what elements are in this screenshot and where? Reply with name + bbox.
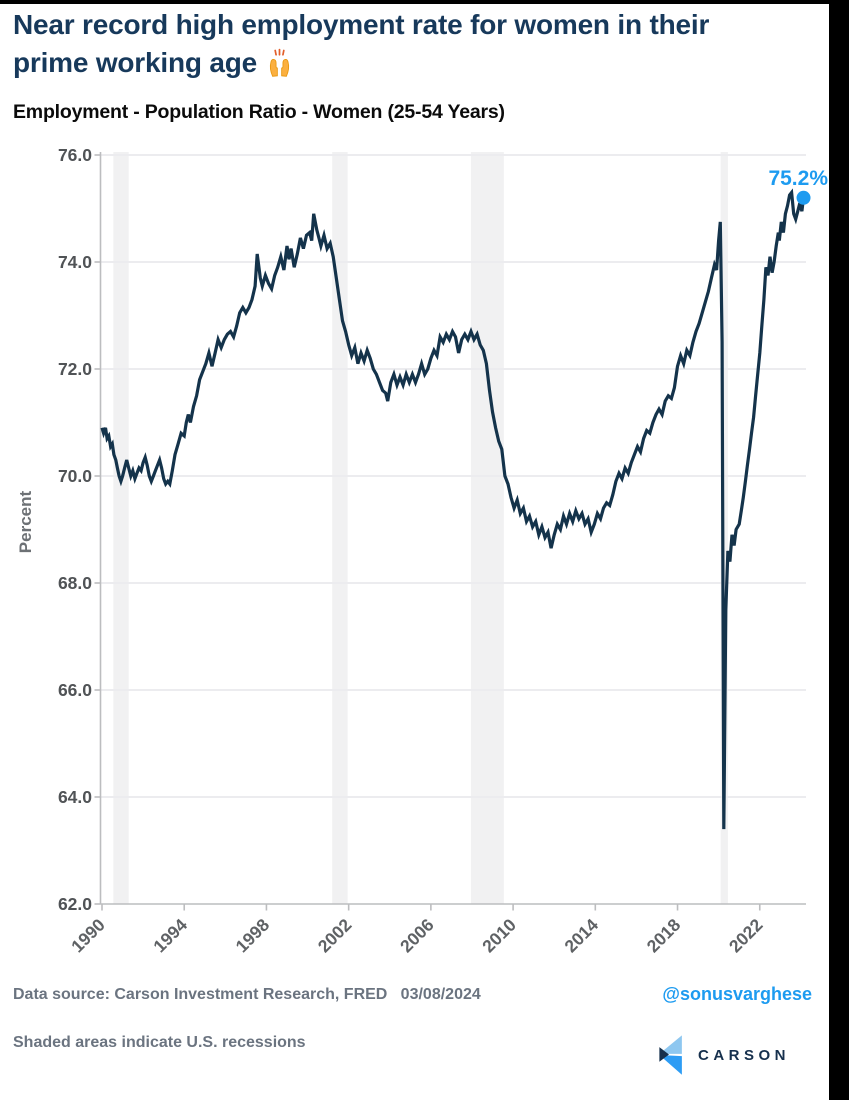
gridlines (100, 154, 806, 798)
recession-note: Shaded areas indicate U.S. recessions (13, 1034, 306, 1051)
x-axis-tick-label: 1998 (232, 915, 274, 957)
x-axis-tick-label: 1990 (67, 915, 109, 957)
x-axis-tick-label: 2018 (643, 915, 685, 957)
carson-logo-text: CARSON (698, 1046, 791, 1064)
x-axis-tick-label: 1994 (149, 915, 191, 957)
x-axis-tick-label: 2010 (478, 915, 520, 957)
y-axis-tick-label: 66.0 (58, 680, 92, 700)
page-title-line2: prime working age (13, 44, 818, 88)
axes (94, 152, 806, 911)
carson-chevron-icon (656, 1034, 683, 1076)
chart-title: Employment - Population Ratio - Women (2… (13, 101, 505, 123)
series-line (100, 188, 806, 830)
x-axis-tick-label: 2002 (314, 915, 356, 957)
y-axis-tick-label: 68.0 (58, 573, 92, 593)
y-axis-tick-label: 74.0 (58, 252, 92, 272)
y-axis-tick-label: 62.0 (58, 894, 92, 914)
latest-value-label: 75.2% (768, 167, 828, 190)
page-title-line1: Near record high employment rate for wom… (13, 9, 710, 40)
y-axis-tick-label: 64.0 (58, 787, 92, 807)
recession-band (113, 152, 129, 904)
series-path (100, 188, 806, 830)
data-source-note: Data source: Carson Investment Research,… (13, 986, 481, 1003)
x-axis-tick-label: 2006 (396, 915, 438, 957)
right-border (829, 0, 849, 1100)
recession-band (470, 152, 504, 904)
y-axis-tick-label: 70.0 (58, 466, 92, 486)
carson-logo: CARSON (656, 1034, 790, 1076)
raising-hands-emoji (264, 47, 295, 88)
top-border (0, 0, 849, 4)
recession-band (332, 152, 348, 904)
recession-bands (113, 152, 728, 904)
y-axis-tick-label: 72.0 (58, 359, 92, 379)
x-axis-tick-label: 2022 (725, 915, 767, 957)
x-axis-tick-label: 2014 (560, 915, 602, 957)
twitter-handle[interactable]: @sonusvarghese (662, 984, 812, 1004)
latest-point-dot (796, 190, 811, 205)
page-title: Near record high employment rate for wom… (13, 6, 818, 88)
y-axis-tick-label: 76.0 (58, 145, 92, 165)
